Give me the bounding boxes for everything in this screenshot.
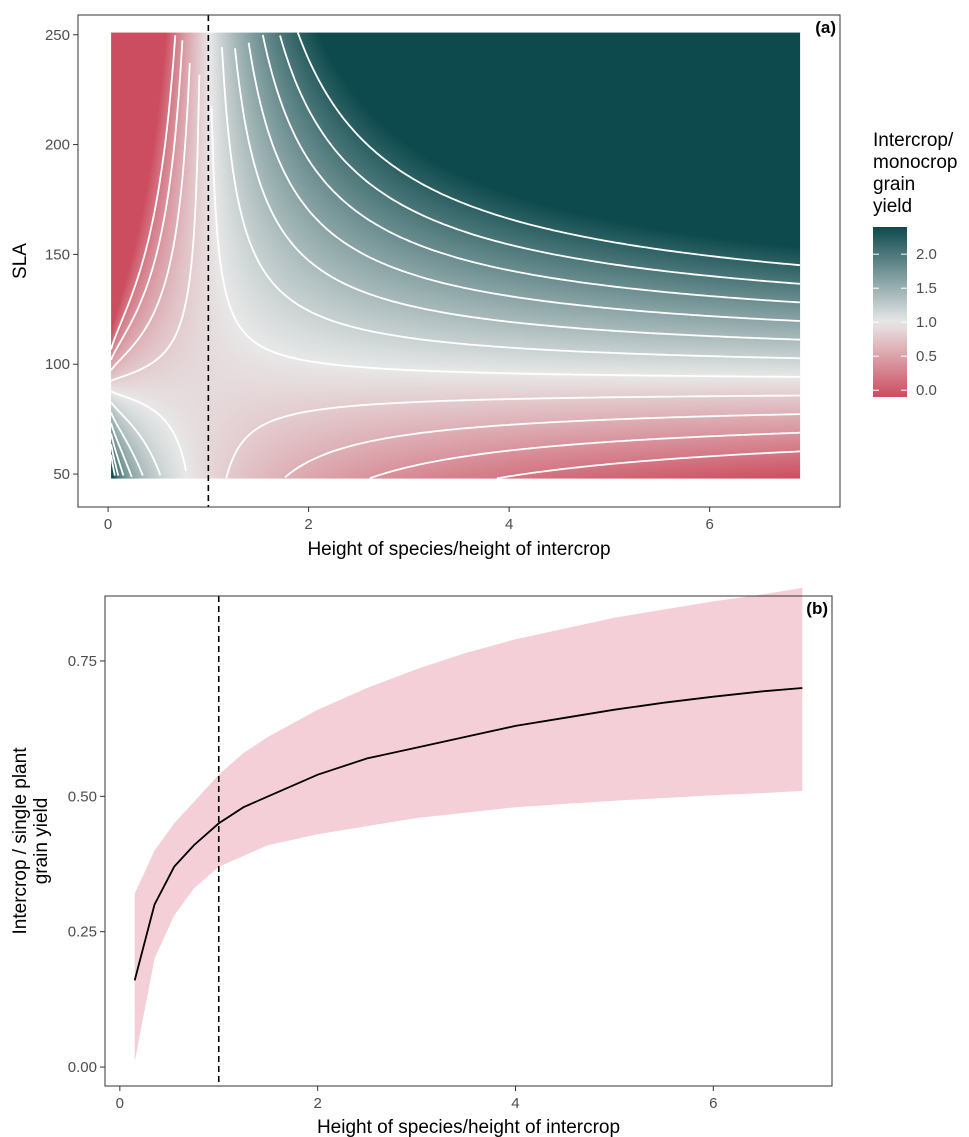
y-axis-ticks: 50 100 150 200 250 (45, 27, 78, 483)
contour-line (284, 413, 800, 479)
contour-lines (110, 32, 800, 480)
legend-tick-label: 2.0 (916, 246, 937, 263)
contour-line (261, 34, 800, 304)
confidence-band (134, 587, 803, 1062)
x-tick-label: 6 (705, 516, 713, 533)
contour-line (221, 47, 800, 360)
contour-line (369, 431, 800, 480)
contour-line (496, 450, 800, 480)
x-axis-title: Height of species/height of intercrop (307, 539, 610, 560)
y-tick-label: 150 (45, 246, 70, 263)
legend: Intercrop/ monocrop grain yield 0.0 0.5 1.… (873, 130, 958, 399)
panel-frame (104, 595, 833, 1087)
y-tick-label: 0.50 (68, 788, 97, 805)
contour-line (110, 74, 201, 382)
x-axis-ticks: 0 2 4 6 (104, 507, 714, 533)
x-tick-label: 4 (511, 1095, 519, 1112)
y-tick-label: 0.75 (68, 653, 97, 670)
panel-label: (a) (815, 18, 836, 37)
y-tick-label: 200 (45, 137, 70, 154)
legend-tick-label: 1.5 (916, 280, 937, 297)
legend-title-line: grain (873, 174, 915, 195)
contour-line (110, 444, 120, 476)
contour-line (247, 42, 800, 322)
contour-line (225, 394, 800, 479)
y-tick-label: 0.25 (68, 924, 97, 941)
legend-ticks: 0.0 0.5 1.0 1.5 2.0 (873, 246, 937, 399)
contour-line (296, 32, 800, 267)
y-tick-label: 0.00 (68, 1059, 97, 1076)
contour-line (110, 390, 187, 471)
contour-line (110, 40, 184, 361)
legend-title-line: Intercrop/ (873, 130, 954, 151)
contour-line (110, 454, 116, 476)
x-tick-label: 0 (104, 516, 112, 533)
y-tick-label: 250 (45, 27, 70, 44)
contour-line (110, 62, 191, 371)
y-axis-title-line: grain yield (31, 798, 52, 885)
x-tick-label: 4 (505, 516, 513, 533)
y-axis-title: SLA (10, 243, 31, 279)
y-tick-label: 100 (45, 356, 70, 373)
y-axis-ticks: 0.00 0.25 0.50 0.75 (68, 653, 105, 1076)
legend-colorbar (873, 227, 907, 397)
x-tick-label: 2 (313, 1095, 321, 1112)
x-tick-label: 6 (709, 1095, 717, 1112)
contour-line (279, 35, 800, 285)
panel-label: (b) (806, 599, 828, 618)
heatmap-surface (111, 32, 801, 479)
x-axis-title: Height of species/height of intercrop (317, 1117, 620, 1137)
panel-a: 0 2 4 6 50 100 150 200 250 Height of species/he… (10, 14, 958, 560)
contour-line (210, 106, 800, 378)
legend-title-line: monocrop (873, 152, 958, 173)
legend-tick-label: 0.5 (916, 348, 937, 365)
y-tick-label: 50 (53, 466, 70, 483)
panel-frame (77, 14, 841, 508)
legend-tick-label: 1.0 (916, 314, 937, 331)
y-axis-title-line: Intercrop / single plant (10, 747, 31, 935)
contour-line (110, 412, 144, 476)
contour-line (110, 433, 125, 476)
contour-line (110, 422, 133, 478)
x-tick-label: 2 (304, 516, 312, 533)
x-tick-label: 0 (116, 1095, 124, 1112)
contour-line (234, 48, 800, 341)
contour-line (110, 401, 162, 476)
series-line (133, 687, 803, 981)
legend-tick-label: 0.0 (916, 382, 937, 399)
legend-title-line: yield (873, 196, 912, 217)
x-axis-ticks: 0 2 4 6 (116, 1086, 717, 1112)
panel-b: 0 2 4 6 0.00 0.25 0.50 0.75 Height of species/… (10, 587, 833, 1137)
contour-line (110, 35, 177, 350)
